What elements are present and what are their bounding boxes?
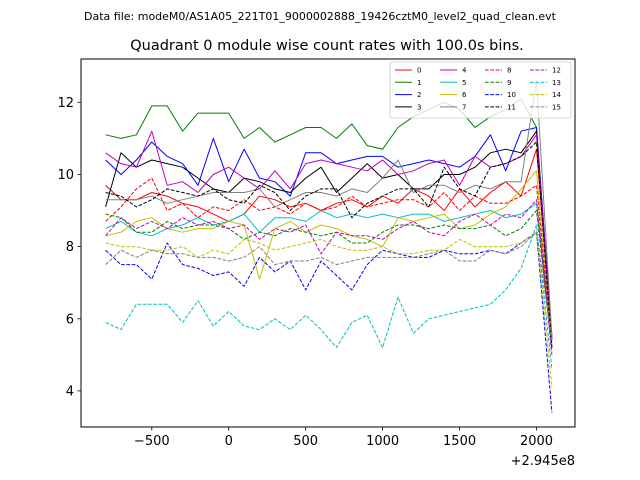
axes: −500 0 500 1000 1500 2000 4 6 8 10 12	[57, 96, 553, 449]
legend-label-12: 12	[552, 67, 561, 75]
plot-frame	[80, 58, 576, 428]
x-tick-label: −500	[134, 434, 170, 449]
series-line-5	[105, 202, 553, 341]
series-line-9	[105, 210, 553, 348]
legend-label-3: 3	[417, 103, 421, 111]
x-offset-label: +2.945e8	[511, 454, 575, 469]
series-line-11	[105, 141, 553, 348]
series-line-15	[105, 231, 553, 341]
legend-label-14: 14	[552, 91, 561, 99]
series-line-13	[105, 224, 553, 370]
legend-label-9: 9	[507, 79, 511, 87]
series-line-0	[105, 148, 553, 337]
legend-label-13: 13	[552, 79, 561, 87]
x-tick-label: 0	[225, 434, 233, 449]
legend-label-7: 7	[462, 103, 466, 111]
data-file-suptitle: Data file: modeM0/AS1A05_221T01_90000028…	[84, 10, 557, 23]
y-tick-label: 12	[57, 96, 74, 111]
series-line-6	[105, 170, 553, 345]
legend-label-15: 15	[552, 103, 561, 111]
series-line-8	[105, 177, 553, 348]
x-tick-label: 2000	[520, 434, 553, 449]
legend-label-2: 2	[417, 91, 421, 99]
x-tick-label: 1000	[366, 434, 399, 449]
series-line-1	[105, 98, 553, 341]
series-line-4	[105, 130, 553, 341]
legend-label-8: 8	[507, 67, 511, 75]
series-line-14	[105, 231, 553, 388]
y-tick-label: 6	[66, 312, 74, 327]
series-line-10	[105, 231, 553, 413]
series-line-12	[105, 199, 553, 355]
series-line-3	[105, 130, 553, 341]
x-tick-label: 1500	[443, 434, 476, 449]
legend-label-10: 10	[507, 91, 516, 99]
legend-label-11: 11	[507, 103, 516, 111]
series-line-2	[105, 127, 553, 337]
series-lines	[105, 80, 553, 413]
legend-label-0: 0	[417, 67, 421, 75]
legend-box	[389, 61, 572, 119]
series-line-7	[105, 80, 553, 337]
y-tick-label: 10	[57, 168, 74, 183]
legend-label-1: 1	[417, 79, 421, 87]
y-tick-label: 4	[66, 384, 74, 399]
legend-label-6: 6	[462, 91, 467, 99]
x-tick-label: 500	[293, 434, 318, 449]
legend-label-5: 5	[462, 79, 466, 87]
legend-label-4: 4	[462, 67, 467, 75]
chart-title: Quadrant 0 module wise count rates with …	[130, 38, 524, 54]
y-tick-label: 8	[66, 240, 74, 255]
